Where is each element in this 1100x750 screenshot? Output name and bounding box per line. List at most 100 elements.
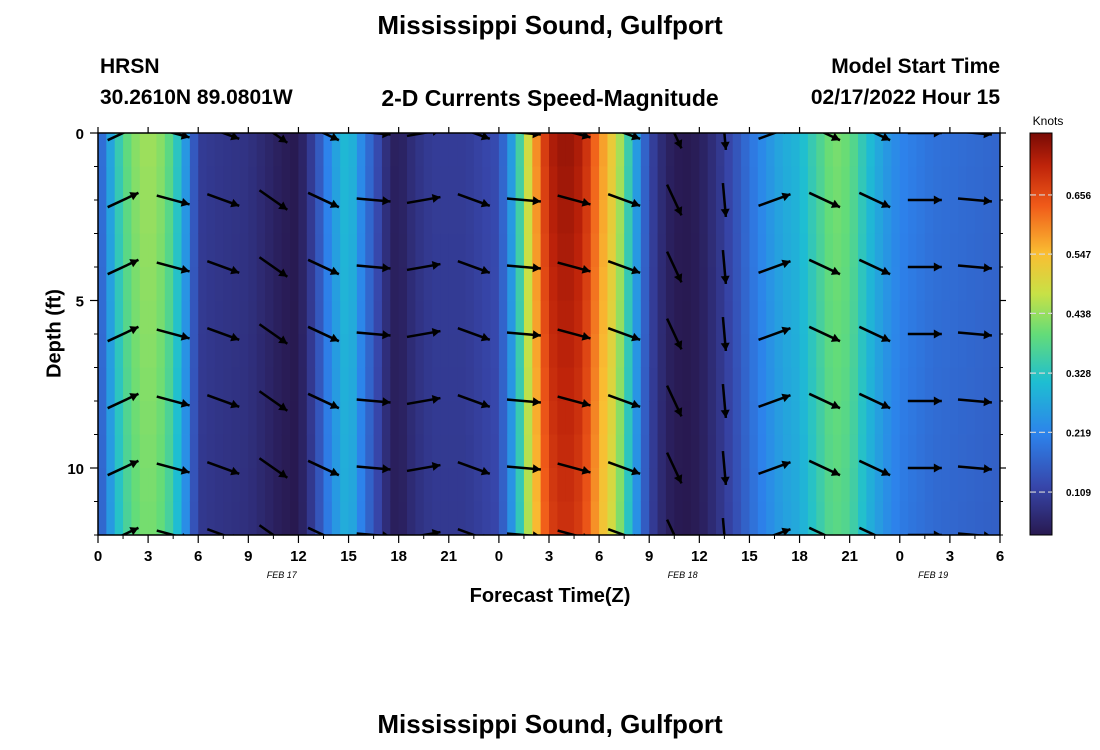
heatmap-cell <box>356 300 366 335</box>
heatmap-cell <box>774 200 784 235</box>
current-arrow <box>206 193 240 208</box>
heatmap-cell <box>173 367 183 402</box>
heatmap-cell <box>632 468 642 503</box>
heatmap-cell <box>574 434 584 469</box>
heatmap-cell <box>473 300 483 335</box>
heatmap-cell <box>983 300 993 335</box>
current-arrow <box>858 392 891 410</box>
heatmap-cell <box>239 133 249 168</box>
heatmap-cell <box>807 501 817 535</box>
heatmap-cell <box>841 133 851 168</box>
heatmap-cell <box>640 166 650 201</box>
heatmap-cell <box>607 133 617 168</box>
heatmap-cell <box>674 166 684 201</box>
heatmap-cell <box>381 267 391 302</box>
heatmap-cell <box>949 468 959 503</box>
heatmap-cell <box>807 267 817 302</box>
colorbar-tick-label: 0.656 <box>1066 191 1091 202</box>
heatmap-cell <box>640 468 650 503</box>
heatmap-cell <box>908 367 918 402</box>
arrow-head <box>983 330 992 340</box>
heatmap-cell <box>407 233 416 268</box>
heatmap-cell <box>732 367 742 402</box>
heatmap-cell <box>231 501 241 535</box>
heatmap-cell <box>690 501 700 535</box>
heatmap-cell <box>306 166 316 201</box>
heatmap-cell <box>123 133 133 168</box>
current-arrow <box>808 258 841 276</box>
heatmap-cell <box>665 334 675 369</box>
heatmap-cell <box>139 200 149 235</box>
heatmap-cell <box>699 166 709 201</box>
heatmap-cell <box>139 300 149 335</box>
heatmap-cell <box>690 468 700 503</box>
heatmap-cell <box>290 267 300 302</box>
heatmap-cell <box>741 334 751 369</box>
heatmap-cell <box>874 267 884 302</box>
heatmap-cell <box>198 401 208 436</box>
current-arrow <box>960 133 992 139</box>
heatmap-cell <box>891 367 901 402</box>
heatmap-cell <box>766 166 776 201</box>
x-tick-label: 6 <box>595 548 603 565</box>
heatmap-cell <box>724 166 734 201</box>
arrow-head <box>983 196 992 206</box>
heatmap-cell <box>173 334 183 369</box>
heatmap-cell <box>908 166 918 201</box>
heatmap-cell <box>782 166 792 201</box>
heatmap-cell <box>256 468 266 503</box>
heatmap-cell <box>866 401 876 436</box>
current-arrow <box>406 194 441 205</box>
current-arrow <box>557 261 591 274</box>
heatmap-cell <box>665 434 675 469</box>
heatmap-cell <box>983 367 993 402</box>
heatmap-cell <box>515 200 525 235</box>
current-arrow <box>219 133 240 141</box>
heatmap-cell <box>298 468 308 503</box>
heatmap-cell <box>123 434 133 469</box>
heatmap-cell <box>699 401 709 436</box>
current-arrow <box>720 383 730 419</box>
arrow-head <box>230 399 240 409</box>
arrow-head <box>278 268 288 277</box>
heatmap-cell <box>774 501 784 535</box>
heatmap-cell <box>991 267 1000 302</box>
heatmap-cell <box>490 267 500 302</box>
heatmap-cell <box>607 200 617 235</box>
heatmap-cell <box>523 133 533 168</box>
heatmap-cell <box>448 401 458 436</box>
heatmap-cell <box>699 501 709 535</box>
heatmap-cell <box>565 300 575 335</box>
heatmap-cell <box>949 334 959 369</box>
heatmap-cell <box>799 233 809 268</box>
heatmap-cell <box>791 166 801 201</box>
heatmap-cell <box>106 468 116 503</box>
heatmap-cell <box>774 468 784 503</box>
heatmap-cell <box>440 401 450 436</box>
heatmap-cell <box>807 468 817 503</box>
heatmap-cell <box>507 501 517 535</box>
heatmap-cell <box>549 133 558 168</box>
heatmap-cell <box>632 334 642 369</box>
heatmap-cell <box>632 501 642 535</box>
heatmap-cell <box>841 501 851 535</box>
heatmap-cell <box>590 300 600 335</box>
heatmap-cell <box>883 166 893 201</box>
current-arrow <box>957 531 990 535</box>
arrow-head <box>382 464 391 474</box>
heatmap-cell <box>791 133 801 168</box>
heatmap-cell <box>624 166 634 201</box>
heatmap-cell <box>874 367 884 402</box>
heatmap-cell <box>966 401 976 436</box>
heatmap-cell <box>415 434 425 469</box>
heatmap-cell <box>198 200 208 235</box>
heatmap-cell <box>265 166 274 201</box>
heatmap-cell <box>523 166 533 201</box>
colorbar-tick-label: 0.328 <box>1066 369 1091 380</box>
heatmap-cell <box>590 267 600 302</box>
heatmap-cell <box>741 267 751 302</box>
current-arrow <box>406 395 441 406</box>
heatmap-cell <box>916 401 926 436</box>
heatmap-cell <box>682 166 692 201</box>
heatmap-cell <box>682 267 692 302</box>
